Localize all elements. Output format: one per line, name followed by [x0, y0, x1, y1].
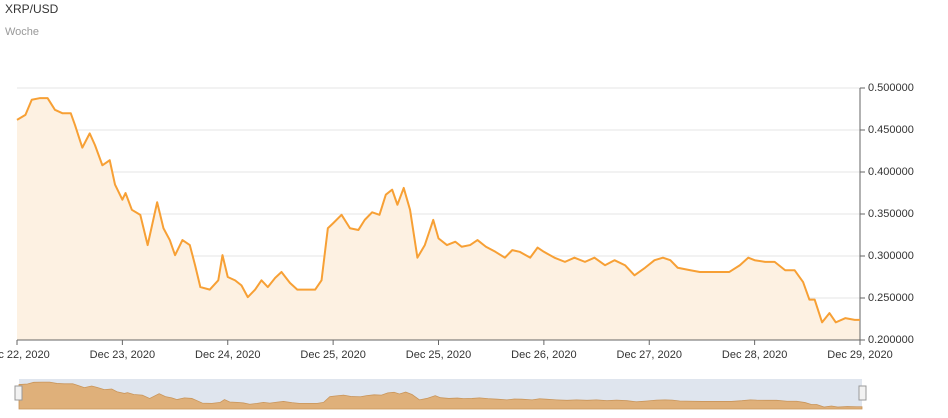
chart-subtitle: Woche — [5, 26, 39, 38]
y-tick-label: 0.500000 — [868, 82, 914, 94]
navigator-area — [18, 381, 863, 410]
x-tick-label: Dec 23, 2020 — [90, 349, 155, 361]
y-tick-label: 0.450000 — [868, 124, 914, 136]
y-tick-label: 0.350000 — [868, 208, 914, 220]
x-tick-label: Dec 24, 2020 — [195, 349, 260, 361]
x-tick-label: Dec 27, 2020 — [617, 349, 682, 361]
x-tick-label: Dec 22, 2020 — [0, 349, 50, 361]
y-tick-label: 0.400000 — [868, 166, 914, 178]
navigator-handle-right[interactable] — [858, 385, 867, 401]
x-tick-label: Dec 25, 2020 — [406, 349, 471, 361]
y-tick-label: 0.250000 — [868, 292, 914, 304]
x-tick-label: Dec 28, 2020 — [722, 349, 787, 361]
y-tick-label: 0.300000 — [868, 250, 914, 262]
x-tick-label: Dec 25, 2020 — [300, 349, 365, 361]
area — [17, 98, 860, 340]
chart-title: XRP/USD — [5, 2, 59, 16]
x-tick-label: Dec 26, 2020 — [511, 349, 576, 361]
line — [16, 97, 860, 324]
navigator-handle-left[interactable] — [14, 385, 23, 401]
y-tick-label: 0.200000 — [868, 334, 914, 346]
x-tick-label: Dec 29, 2020 — [827, 349, 892, 361]
